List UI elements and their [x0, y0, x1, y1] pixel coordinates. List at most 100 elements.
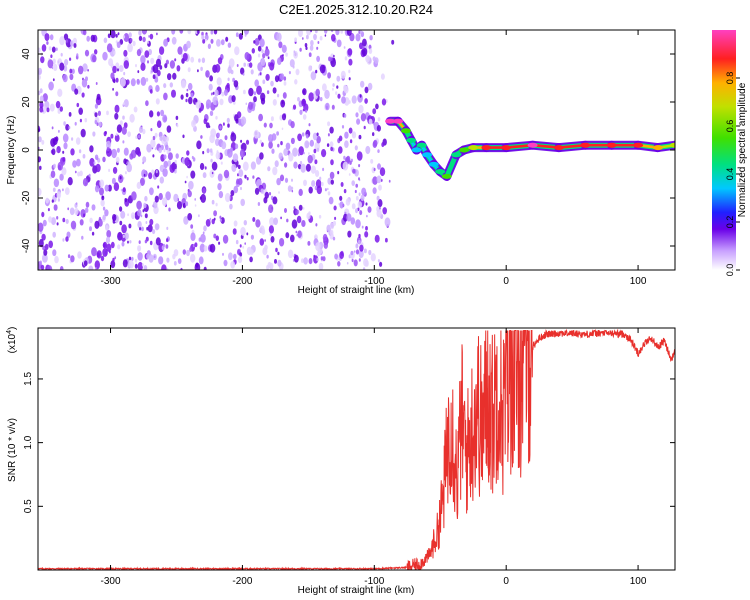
svg-text:(x104): (x104) [6, 327, 18, 354]
noise-speck [56, 149, 59, 153]
ridge-point [393, 118, 403, 124]
noise-speck [213, 233, 217, 239]
noise-speck [65, 236, 69, 242]
noise-speck [39, 165, 42, 170]
noise-speck [79, 118, 82, 123]
ridge-point [527, 142, 538, 148]
noise-speck [224, 135, 228, 141]
noise-speck [145, 221, 148, 224]
noise-speck [89, 157, 95, 167]
noise-speck [370, 159, 374, 164]
x-tick-label: -200 [232, 276, 252, 287]
noise-speck [295, 68, 300, 76]
noise-speck [56, 222, 59, 226]
noise-speck [137, 70, 140, 74]
noise-speck [362, 267, 366, 270]
noise-speck [280, 141, 283, 146]
noise-speck [185, 98, 188, 103]
noise-speck [230, 132, 237, 142]
noise-speck [292, 147, 298, 157]
noise-speck [310, 71, 317, 81]
noise-speck [210, 38, 214, 44]
noise-speck [190, 92, 194, 98]
ridge-point [652, 145, 663, 151]
noise-speck [296, 215, 302, 224]
noise-speck [78, 107, 83, 115]
x-tick-label: -300 [101, 276, 121, 287]
noise-speck [219, 215, 222, 219]
noise-speck [113, 182, 120, 192]
noise-speck [334, 216, 337, 220]
noise-speck [312, 132, 318, 141]
noise-speck [110, 241, 115, 249]
noise-speck [71, 68, 75, 75]
noise-speck [169, 60, 175, 69]
noise-speck [55, 47, 58, 51]
noise-speck [69, 57, 72, 61]
noise-speck [308, 258, 313, 265]
noise-speck [52, 58, 56, 65]
noise-speck [106, 243, 112, 252]
noise-speck [355, 112, 359, 118]
noise-speck [112, 166, 118, 174]
noise-speck [124, 232, 129, 240]
noise-speck [251, 48, 255, 54]
noise-speck [308, 186, 313, 194]
y-tick-label: -20 [21, 190, 32, 205]
noise-speck [62, 74, 68, 83]
noise-speck [114, 256, 117, 260]
noise-speck [166, 125, 172, 133]
noise-speck [265, 73, 270, 81]
noise-speck [120, 210, 126, 219]
noise-speck [176, 123, 179, 128]
noise-speck [70, 148, 75, 156]
noise-speck [59, 62, 65, 71]
snr-panel: -300 -200 -100 0 100 0.5 1.0 1.5 Height of str… [6, 327, 676, 596]
noise-speck [162, 168, 168, 177]
noise-speck [213, 210, 218, 217]
noise-speck [140, 55, 146, 64]
noise-speck [262, 247, 268, 256]
noise-speck [182, 134, 185, 139]
noise-speck [232, 153, 239, 163]
noise-speck [234, 143, 239, 150]
noise-speck [62, 133, 69, 143]
noise-speck [94, 120, 98, 125]
noise-speck [291, 219, 298, 229]
noise-speck [55, 136, 59, 142]
noise-speck [39, 95, 44, 103]
noise-speck [219, 125, 222, 130]
noise-speck [372, 132, 375, 137]
noise-speck [219, 98, 224, 106]
noise-speck [290, 121, 295, 129]
noise-speck [337, 170, 340, 175]
noise-speck [171, 36, 177, 45]
noise-speck [47, 265, 53, 270]
noise-speck [38, 90, 41, 96]
noise-speck [215, 151, 221, 160]
noise-speck [115, 77, 119, 83]
noise-speck [127, 240, 129, 244]
noise-speck [222, 234, 229, 244]
noise-speck [141, 169, 147, 178]
noise-speck [191, 155, 194, 160]
noise-speck [305, 163, 311, 172]
noise-speck [319, 176, 322, 181]
noise-speck [298, 188, 303, 196]
noise-speck [197, 69, 199, 73]
noise-speck [218, 241, 221, 245]
noise-speck [64, 59, 69, 66]
ridge-point [633, 142, 644, 148]
noise-speck [277, 57, 282, 65]
noise-speck [209, 217, 212, 221]
x-tick-label: -300 [101, 576, 121, 587]
noise-speck [68, 126, 71, 130]
noise-speck [355, 249, 360, 255]
noise-speck [343, 46, 346, 49]
noise-speck [76, 158, 81, 167]
noise-speck [240, 226, 246, 236]
noise-speck [205, 219, 211, 227]
noise-speck [48, 216, 53, 223]
noise-speck [304, 43, 308, 48]
